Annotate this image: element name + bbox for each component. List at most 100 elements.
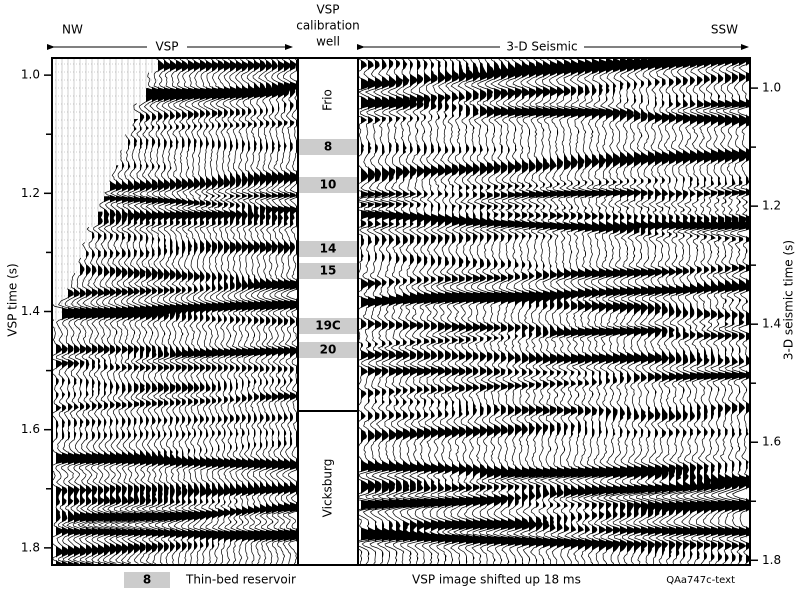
trace <box>547 58 574 565</box>
trace <box>209 58 235 565</box>
trace <box>539 58 566 565</box>
axis-label: VSP time (s) <box>6 263 20 336</box>
trace <box>280 58 298 565</box>
tick-label: 1.8 <box>762 553 781 567</box>
trace <box>92 195 120 565</box>
trace <box>179 58 205 565</box>
trace-fill <box>182 58 197 565</box>
trace <box>526 58 552 565</box>
trace <box>406 58 437 565</box>
trace-fill <box>445 58 463 565</box>
trace <box>215 58 240 565</box>
trace-fill <box>648 58 661 565</box>
trace-fill <box>218 58 235 565</box>
trace <box>497 58 524 565</box>
tick-label: 1.2 <box>762 199 781 213</box>
horizon-label: 20 <box>320 343 337 357</box>
trace <box>173 58 198 565</box>
legend-text: Thin-bed reservoir <box>185 573 296 587</box>
trace-fill <box>662 58 675 565</box>
zone-label: Vicksburg <box>321 459 335 518</box>
trace <box>392 58 424 565</box>
trace-fill <box>122 149 139 565</box>
trace <box>642 58 668 565</box>
trace <box>76 242 103 565</box>
trace <box>690 58 720 565</box>
trace <box>384 58 417 565</box>
trace-fill <box>529 58 544 565</box>
trace-fill <box>655 58 667 565</box>
zone-label: Frio <box>321 89 335 111</box>
trace-fill <box>536 58 551 565</box>
trace <box>134 87 164 565</box>
trace <box>615 58 640 565</box>
trace <box>140 72 170 565</box>
trace <box>233 58 257 565</box>
trace <box>512 58 537 565</box>
horizon-label: 10 <box>320 178 337 192</box>
trace <box>203 58 229 565</box>
trace-fill <box>98 211 113 565</box>
trace <box>661 58 690 565</box>
horizon-label: 19C <box>315 319 341 333</box>
trace <box>490 58 518 565</box>
trace-fill <box>128 134 146 565</box>
tick-label: 1.2 <box>21 186 40 200</box>
trace <box>191 58 217 565</box>
label-bg <box>500 40 584 54</box>
figure-code: QAa747c-text <box>666 575 735 586</box>
trace <box>554 58 581 565</box>
trace <box>185 58 211 565</box>
tick-label: 1.8 <box>21 540 40 554</box>
trace-fill <box>571 58 588 565</box>
well-title: VSP <box>316 3 339 17</box>
trace-fill <box>515 58 531 565</box>
trace-fill <box>697 58 712 565</box>
horizon-band <box>299 139 357 155</box>
trace-fill <box>487 58 505 565</box>
trace <box>110 149 139 565</box>
trace <box>675 58 705 565</box>
trace-fill <box>739 58 750 565</box>
trace <box>103 165 134 564</box>
trace-fill <box>188 58 205 565</box>
trace <box>358 58 392 565</box>
trace-fill <box>176 58 192 565</box>
trace <box>127 103 158 564</box>
trace-fill <box>206 58 222 565</box>
trace <box>428 58 457 565</box>
trace-fill <box>68 288 86 565</box>
trace <box>221 58 245 565</box>
trace-fill <box>480 58 499 565</box>
trace <box>121 118 153 564</box>
trace-fill <box>459 58 478 565</box>
trace <box>262 58 290 565</box>
trace-fill <box>86 242 102 565</box>
trace <box>399 58 430 565</box>
well-title: well <box>316 35 340 49</box>
trace <box>534 58 560 565</box>
trace-fill <box>634 58 646 565</box>
trace <box>197 58 223 565</box>
trace <box>369 58 404 565</box>
trace <box>256 58 283 565</box>
tick-label: 1.6 <box>762 435 781 449</box>
trace-fill <box>746 58 750 565</box>
trace <box>635 58 661 565</box>
trace <box>505 58 531 565</box>
trace <box>608 58 634 565</box>
trace <box>648 58 675 565</box>
seismic-label: 3-D Seismic <box>506 40 577 54</box>
horizon-label: 15 <box>320 264 337 278</box>
tick-label: 1.4 <box>21 304 40 318</box>
trace-fill <box>134 119 152 565</box>
seismic-traces <box>358 58 750 565</box>
note: VSP image shifted up 18 ms <box>412 573 581 587</box>
horizon-band <box>299 318 357 334</box>
trace <box>52 304 80 565</box>
trace <box>477 58 506 565</box>
trace <box>583 58 609 565</box>
direction-label: NW <box>62 23 83 37</box>
trace <box>361 58 398 565</box>
